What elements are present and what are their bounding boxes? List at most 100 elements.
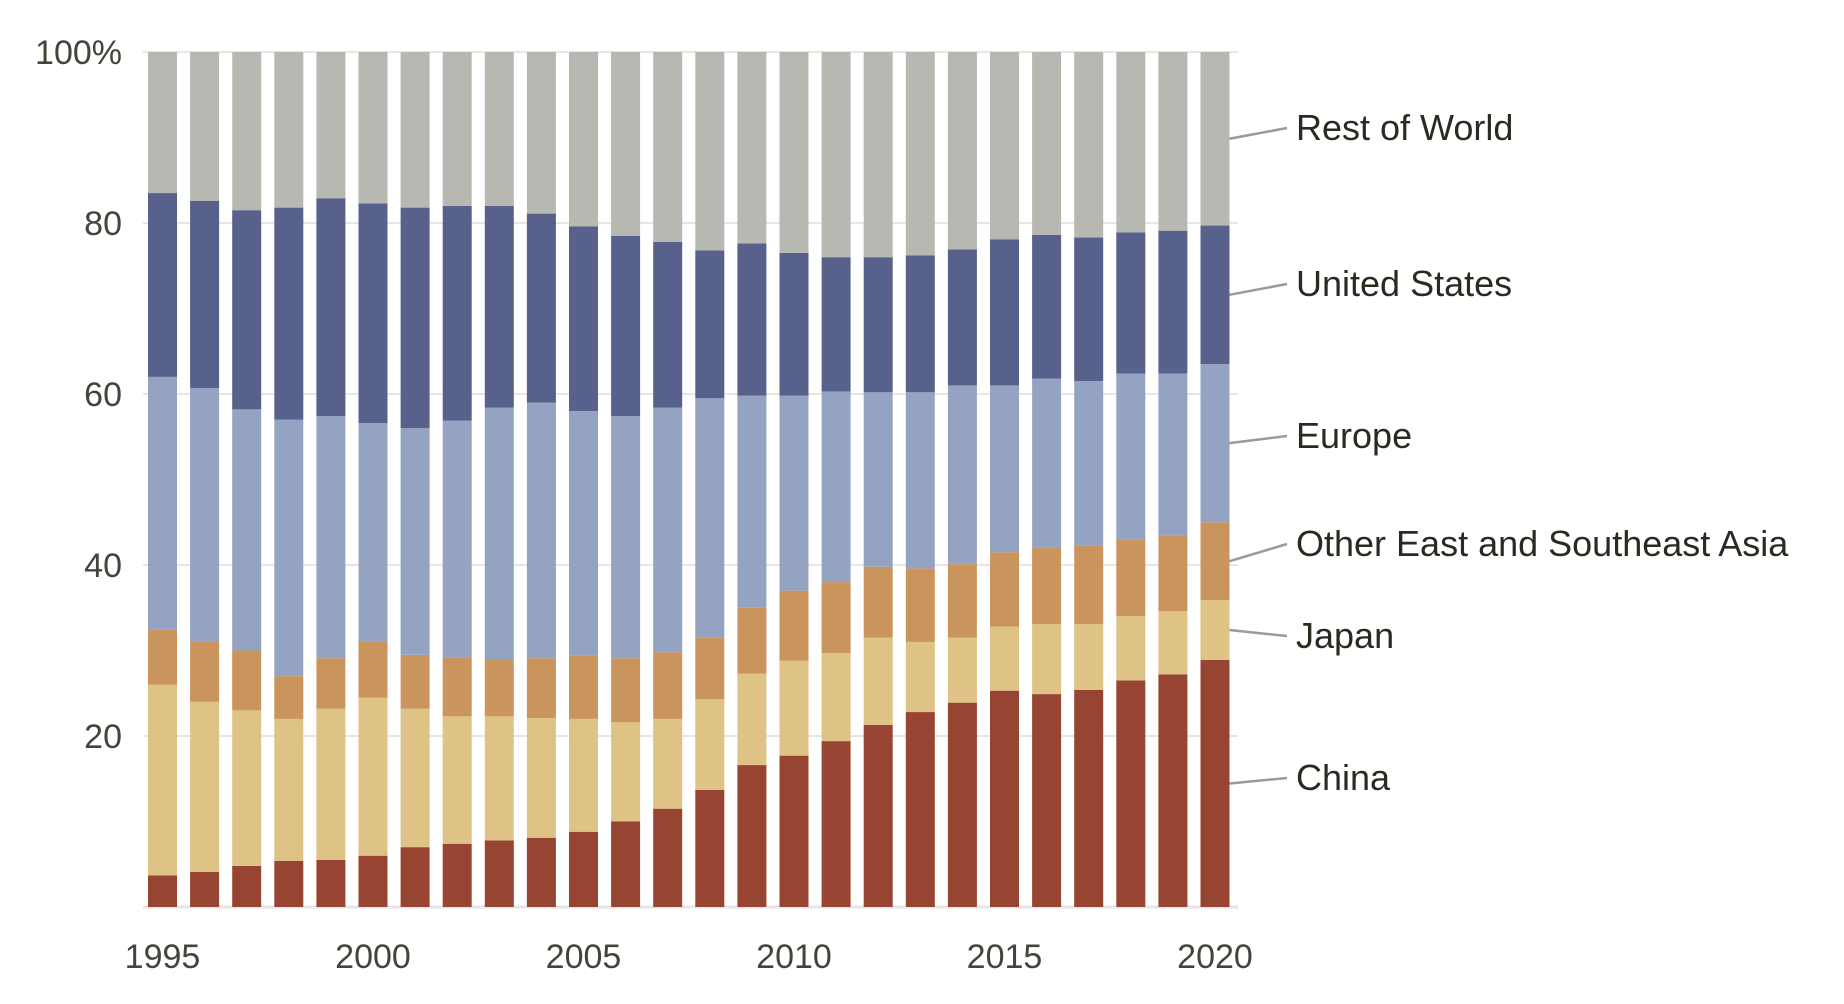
bar-segment-united-states [1200,225,1230,365]
bar-segment-united-states [1074,237,1104,382]
bar-segment-rest-of-world [611,52,641,236]
bar-segment-rest-of-world [990,52,1019,240]
legend-label-china: China [1296,757,1391,798]
bar-segment-other-east-and-southeast-asia [274,676,304,719]
bar-stack-2005 [569,52,598,907]
bar-segment-china [1200,659,1230,907]
bar-segment-rest-of-world [358,52,388,204]
bar-segment-united-states [1158,230,1188,374]
bar-segment-united-states [821,257,851,392]
bar-segment-europe [990,385,1019,553]
bar-stack-2000 [358,52,388,907]
bar-stack-1996 [190,52,220,907]
bar-segment-europe [821,391,851,583]
bar-stack-2020 [1200,52,1230,907]
bar-segment-japan [232,710,262,866]
legend-label-europe: Europe [1296,415,1412,456]
bar-segment-rest-of-world [1200,52,1230,226]
bar-segment-china [1158,674,1188,907]
bar-segment-china [990,690,1019,907]
bar-segment-rest-of-world [400,52,430,208]
bar-stack-2011 [821,52,851,907]
bar-segment-rest-of-world [863,52,893,258]
bar-segment-europe [400,428,430,655]
bar-segment-europe [148,376,177,630]
bar-segment-other-east-and-southeast-asia [863,566,893,638]
bar-segment-japan [526,718,556,838]
x-tick-label: 1995 [125,938,201,976]
bar-segment-japan [737,673,767,766]
bar-segment-united-states [1032,234,1062,379]
bar-stack-2013 [905,52,935,907]
bar-segment-europe [232,409,262,651]
y-tick-label: 80 [84,205,122,243]
bar-segment-japan [484,716,514,841]
bar-segment-europe [779,395,809,591]
bar-stack-1999 [316,52,346,907]
bar-stack-2012 [863,52,893,907]
bar-segment-other-east-and-southeast-asia [148,629,177,685]
bar-segment-china [1116,680,1146,907]
bar-segment-rest-of-world [526,52,556,214]
bar-segment-japan [779,660,809,756]
bar-segment-china [611,821,641,907]
bar-segment-europe [442,420,472,658]
bar-segment-other-east-and-southeast-asia [190,641,220,702]
gridlines [143,51,1238,909]
leader-line [1229,776,1288,785]
bar-stack-1998 [274,52,304,907]
bar-segment-china [569,831,598,907]
x-tick-label: 2000 [335,938,411,976]
bar-segment-other-east-and-southeast-asia [1074,545,1104,624]
y-tick-label: 100% [35,34,122,72]
bar-segment-rest-of-world [274,52,304,208]
x-tick-label: 2020 [1177,938,1253,976]
bar-segment-china [737,765,767,907]
bar-segment-united-states [611,235,641,417]
bars [148,52,1230,907]
bar-segment-europe [1116,373,1146,540]
leader-line [1229,628,1288,638]
bar-segment-europe [190,388,220,642]
bar-segment-europe [737,395,767,608]
bar-segment-china [484,840,514,907]
bar-stack-1995 [148,52,177,907]
bar-segment-china [442,843,472,907]
bar-segment-europe [1032,378,1062,548]
legend-label-united-states: United States [1296,263,1512,304]
bar-segment-other-east-and-southeast-asia [232,650,262,711]
bar-segment-europe [947,385,977,565]
bar-segment-united-states [442,205,472,421]
bar-segment-rest-of-world [737,52,767,244]
bar-segment-other-east-and-southeast-asia [779,590,809,661]
bar-segment-europe [274,419,304,677]
bar-segment-japan [990,626,1019,691]
bar-segment-rest-of-world [569,52,598,227]
bar-segment-japan [611,722,641,822]
y-axis-labels: 20 40 60 80 100% [35,34,122,756]
bar-segment-rest-of-world [653,52,683,242]
bar-segment-rest-of-world [1116,52,1146,233]
bar-stack-2019 [1158,52,1188,907]
bar-segment-rest-of-world [484,52,514,206]
bar-segment-japan [947,637,977,703]
bar-segment-japan [400,708,430,848]
bar-segment-europe [863,392,893,567]
bar-segment-rest-of-world [148,52,177,194]
bar-stack-2001 [400,52,430,907]
bar-segment-china [190,871,220,907]
bar-segment-japan [905,641,935,713]
y-tick-label: 40 [84,547,122,585]
bar-segment-rest-of-world [232,52,262,211]
bar-segment-other-east-and-southeast-asia [990,552,1019,627]
bar-segment-rest-of-world [1074,52,1104,238]
bar-segment-united-states [400,207,430,429]
bar-segment-other-east-and-southeast-asia [1032,547,1062,624]
bar-segment-japan [190,701,220,872]
bar-segment-rest-of-world [695,52,725,251]
bar-segment-rest-of-world [190,52,220,201]
bar-segment-china [653,808,683,907]
bar-segment-europe [905,392,935,569]
bar-segment-rest-of-world [821,52,851,258]
